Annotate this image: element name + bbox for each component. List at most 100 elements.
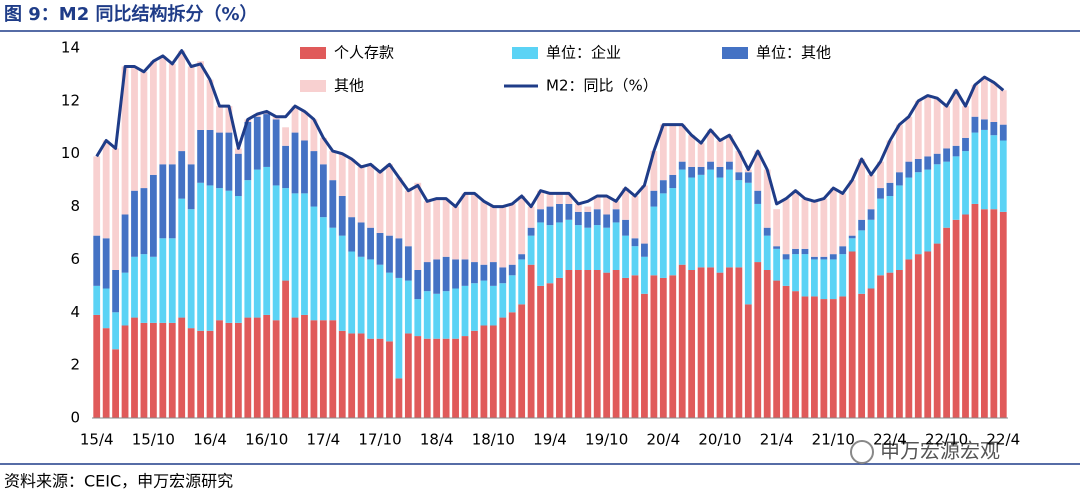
bar-segment bbox=[593, 196, 601, 210]
bar-segment bbox=[291, 317, 299, 418]
bar-segment bbox=[244, 180, 252, 318]
bar-segment bbox=[537, 285, 544, 418]
x-tick-label: 18/10 bbox=[472, 431, 515, 449]
bar-segment bbox=[659, 277, 667, 418]
bar-segment bbox=[197, 182, 204, 331]
bar-segment bbox=[508, 312, 516, 418]
bar-segment bbox=[225, 106, 233, 133]
bar-segment bbox=[584, 227, 592, 270]
bar-segment bbox=[829, 259, 837, 300]
bar-segment bbox=[584, 206, 592, 212]
bar-segment bbox=[310, 119, 318, 152]
bar-segment bbox=[952, 219, 960, 418]
bar-segment bbox=[924, 251, 932, 418]
bar-segment bbox=[905, 177, 913, 260]
bar-segment bbox=[338, 235, 346, 331]
bar-segment bbox=[102, 328, 110, 418]
bar-segment bbox=[301, 111, 308, 141]
y-tick-label: 6 bbox=[70, 250, 80, 268]
bar-segment bbox=[801, 248, 809, 255]
bar-segment bbox=[329, 180, 337, 228]
bar-segment bbox=[980, 209, 988, 418]
bar-segment bbox=[612, 270, 620, 418]
bar-segment bbox=[565, 203, 573, 220]
bar-segment bbox=[461, 285, 469, 337]
bar-segment bbox=[206, 185, 214, 331]
bar-segment bbox=[216, 106, 223, 133]
bar-segment bbox=[442, 198, 450, 257]
bar-segment bbox=[395, 277, 403, 379]
bar-segment bbox=[301, 314, 308, 418]
bar-segment bbox=[367, 338, 374, 418]
bar-segment bbox=[886, 140, 894, 183]
bar-segment bbox=[310, 320, 318, 418]
bar-segment bbox=[206, 129, 214, 186]
bar-segment bbox=[253, 169, 261, 318]
bar-segment bbox=[206, 79, 214, 130]
bar-segment bbox=[584, 211, 592, 228]
bar-segment bbox=[707, 129, 714, 162]
bar-segment bbox=[999, 140, 1007, 212]
bar-segment bbox=[140, 254, 148, 323]
bar-segment bbox=[631, 246, 639, 276]
bar-segment bbox=[480, 201, 488, 265]
bar-segment bbox=[896, 270, 903, 418]
bar-segment bbox=[329, 320, 337, 418]
bar-segment bbox=[433, 338, 441, 418]
y-tick-label: 8 bbox=[70, 197, 80, 215]
bar-segment bbox=[471, 193, 478, 263]
bar-segment bbox=[773, 280, 781, 418]
legend-label: M2：同比（%） bbox=[546, 77, 658, 95]
bar-segment bbox=[225, 132, 233, 191]
bar-segment bbox=[386, 164, 393, 236]
bar-segment bbox=[726, 161, 733, 170]
bar-segment bbox=[168, 63, 176, 165]
bar-segment bbox=[641, 243, 648, 257]
bar-segment bbox=[962, 106, 969, 138]
bar-segment bbox=[952, 90, 960, 146]
bar-segment bbox=[282, 127, 289, 146]
bar-segment bbox=[187, 66, 195, 165]
bar-segment bbox=[792, 190, 799, 249]
bar-segment bbox=[404, 280, 412, 334]
bar-segment bbox=[914, 172, 922, 255]
bar-segment bbox=[357, 333, 365, 418]
legend-swatch bbox=[300, 47, 326, 59]
bar-segment bbox=[622, 188, 629, 220]
bar-segment bbox=[178, 317, 186, 418]
x-tick-label: 15/4 bbox=[80, 431, 114, 449]
bar-segment bbox=[574, 225, 582, 270]
bar-segment bbox=[197, 129, 204, 183]
bar-segment bbox=[905, 259, 913, 418]
y-tick-label: 10 bbox=[61, 144, 80, 162]
bar-segment bbox=[792, 291, 799, 418]
bar-segment bbox=[593, 270, 601, 418]
bar-segment bbox=[442, 291, 450, 339]
bar-segment bbox=[603, 272, 611, 418]
bar-segment bbox=[999, 211, 1007, 418]
bar-segment bbox=[452, 259, 459, 289]
y-tick-label: 12 bbox=[61, 91, 80, 109]
bar-segment bbox=[943, 148, 951, 162]
bar-segment bbox=[140, 188, 148, 255]
bar-segment bbox=[471, 330, 478, 418]
bar-segment bbox=[348, 251, 356, 334]
bar-segment bbox=[112, 312, 120, 350]
bar-segment bbox=[735, 151, 743, 173]
bar-segment bbox=[149, 174, 157, 257]
bar-segment bbox=[518, 259, 526, 305]
bar-segment bbox=[886, 196, 894, 273]
x-tick-label: 22/4 bbox=[873, 431, 907, 449]
bar-segment bbox=[225, 322, 233, 418]
bar-segment bbox=[461, 193, 469, 260]
bar-segment bbox=[423, 291, 431, 339]
bar-segment bbox=[971, 116, 979, 133]
bar-segment bbox=[348, 333, 356, 418]
bar-segment bbox=[518, 304, 526, 418]
bar-segment bbox=[527, 206, 535, 228]
bar-segment bbox=[669, 124, 677, 175]
bar-segment bbox=[480, 264, 488, 281]
bar-segment bbox=[811, 256, 818, 260]
bar-segment bbox=[556, 193, 563, 204]
bar-segment bbox=[556, 222, 563, 278]
